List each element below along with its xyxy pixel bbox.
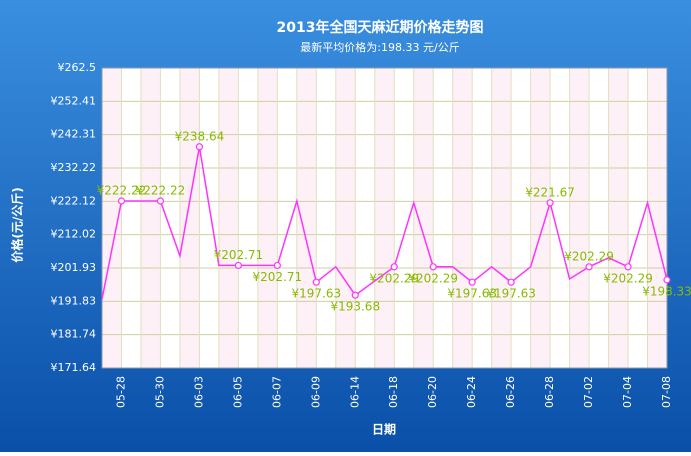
x-tick-label: 06-24	[465, 376, 478, 408]
x-tick-label: 06-03	[192, 376, 205, 408]
x-tick-label: 06-07	[270, 376, 283, 408]
band	[570, 68, 589, 368]
data-label: ¥193.68	[330, 300, 380, 314]
band	[258, 68, 277, 368]
chart-subtitle: 最新平均价格为:198.33 元/公斤	[300, 40, 459, 54]
data-label: ¥202.71	[214, 248, 264, 262]
y-tick-label: ¥171.64	[51, 361, 97, 374]
band	[531, 68, 550, 368]
y-tick-label: ¥262.5	[58, 61, 97, 74]
band	[336, 68, 355, 368]
point	[625, 264, 631, 270]
y-tick-label: ¥242.31	[51, 128, 97, 141]
point	[586, 264, 592, 270]
band	[414, 68, 433, 368]
band	[219, 68, 238, 368]
x-tick-label: 05-30	[153, 376, 166, 408]
point	[352, 292, 358, 298]
data-label: ¥198.33	[642, 284, 691, 298]
data-label: ¥222.22	[136, 183, 186, 197]
point	[391, 264, 397, 270]
band	[180, 68, 199, 368]
point	[430, 264, 436, 270]
data-label: ¥238.64	[175, 129, 225, 143]
data-label: ¥202.71	[253, 270, 303, 284]
y-tick-label: ¥212.02	[51, 228, 97, 241]
point	[118, 198, 124, 204]
data-label: ¥202.29	[564, 249, 614, 263]
band	[609, 68, 628, 368]
y-tick-label: ¥191.83	[51, 294, 97, 307]
x-tick-label: 06-14	[348, 376, 361, 408]
x-tick-label: 07-04	[621, 376, 634, 408]
x-tick-label: 05-28	[114, 376, 127, 408]
band	[297, 68, 316, 368]
data-label: ¥197.63	[486, 287, 536, 301]
x-tick-label: 06-09	[309, 376, 322, 408]
band	[453, 68, 472, 368]
y-tick-label: ¥232.22	[51, 161, 97, 174]
band	[375, 68, 394, 368]
y-tick-label: ¥181.74	[51, 328, 97, 341]
y-tick-label: ¥252.41	[51, 94, 97, 107]
x-tick-label: 06-20	[426, 376, 439, 408]
point	[157, 198, 163, 204]
x-tick-label: 06-26	[504, 376, 517, 408]
chart-title: 2013年全国天麻近期价格走势图	[277, 19, 484, 36]
point	[547, 200, 553, 206]
point	[196, 144, 202, 150]
y-axis-label: 价格(元/公斤)	[10, 187, 25, 262]
data-label: ¥197.63	[291, 287, 341, 301]
band	[492, 68, 511, 368]
point	[508, 279, 514, 285]
x-tick-label: 06-28	[543, 376, 556, 408]
y-tick-label: ¥201.93	[51, 261, 97, 274]
point	[469, 279, 475, 285]
point	[313, 279, 319, 285]
point	[274, 262, 280, 268]
point	[664, 277, 670, 283]
x-tick-label: 06-18	[387, 376, 400, 408]
band	[141, 68, 160, 368]
data-label: ¥202.29	[603, 271, 653, 285]
x-tick-label: 07-08	[660, 376, 673, 408]
x-axis-label: 日期	[372, 422, 396, 437]
data-label: ¥202.29	[408, 271, 458, 285]
x-tick-label: 06-05	[231, 376, 244, 408]
band	[648, 68, 667, 368]
x-tick-label: 07-02	[582, 376, 595, 408]
point	[235, 262, 241, 268]
y-tick-label: ¥222.12	[51, 194, 97, 207]
data-label: ¥221.67	[525, 185, 575, 199]
